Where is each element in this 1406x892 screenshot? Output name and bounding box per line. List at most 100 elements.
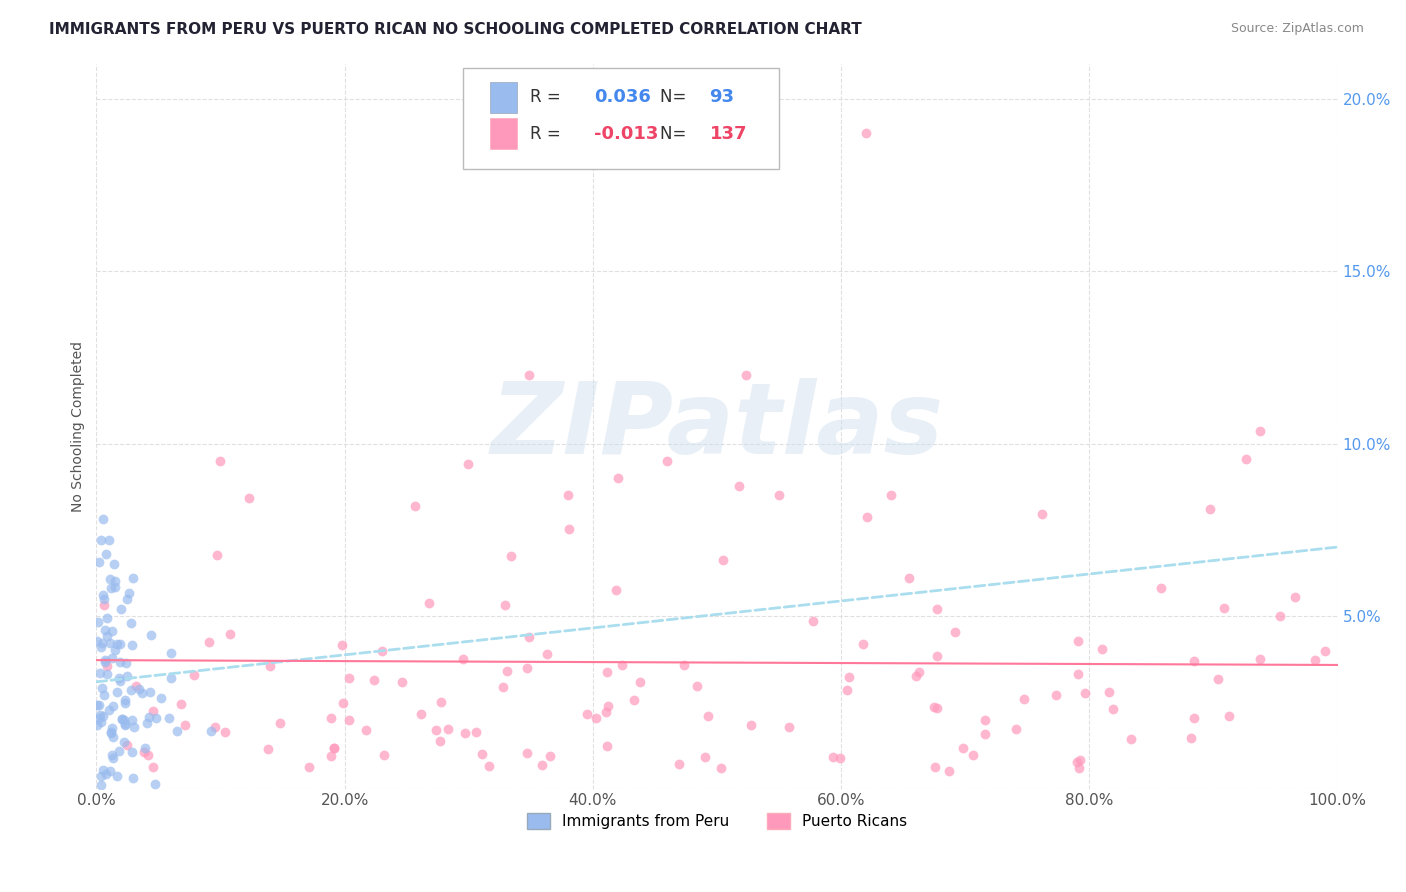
Point [121, 713, 143, 727]
Point [321, 711, 343, 725]
Point [121, 745, 143, 759]
Point [160, 671, 183, 685]
Point [101, 651, 124, 665]
Point [89, 707, 111, 722]
Point [855, 126, 877, 140]
Point [1182, 711, 1205, 725]
Point [256, 742, 278, 756]
Point [855, 510, 877, 524]
Text: Source: ZipAtlas.com: Source: ZipAtlas.com [1230, 22, 1364, 36]
Point [90, 769, 112, 783]
Point [105, 769, 128, 783]
Point [337, 713, 360, 727]
Point [214, 725, 236, 739]
Point [696, 709, 718, 723]
Point [100, 764, 122, 778]
Point [740, 718, 762, 732]
Point [110, 674, 132, 689]
Point [371, 644, 394, 658]
Point [337, 671, 360, 685]
Point [91, 709, 114, 723]
Point [943, 624, 966, 639]
Point [205, 549, 228, 563]
Point [105, 637, 128, 651]
Point [323, 740, 346, 755]
Point [612, 658, 634, 673]
Point [91, 681, 114, 695]
Point [323, 740, 346, 755]
Point [373, 747, 395, 762]
Point [112, 735, 135, 749]
Point [89, 665, 111, 680]
Point [623, 693, 645, 707]
Point [1236, 452, 1258, 467]
Point [108, 656, 131, 670]
Point [1119, 732, 1142, 747]
Point [90, 636, 112, 650]
Point [97, 533, 120, 548]
Point [332, 697, 354, 711]
Point [91, 512, 114, 526]
Point [96, 547, 118, 561]
Point [657, 454, 679, 468]
Point [259, 659, 281, 673]
Point [142, 704, 165, 718]
Point [96, 629, 118, 643]
Point [122, 571, 145, 585]
Point [494, 599, 516, 613]
Point [1102, 702, 1125, 716]
Point [86, 718, 108, 732]
Point [429, 734, 451, 748]
Point [128, 681, 150, 696]
Point [1045, 688, 1067, 702]
Point [134, 745, 156, 759]
Point [768, 488, 790, 502]
Point [94, 655, 117, 669]
Point [115, 669, 138, 683]
Point [100, 582, 122, 596]
Point [852, 637, 875, 651]
Point [91, 589, 114, 603]
Point [94, 767, 117, 781]
Point [1249, 424, 1271, 438]
Point [451, 652, 474, 666]
Point [478, 759, 501, 773]
Point [90, 640, 112, 654]
Point [1091, 642, 1114, 657]
Point [437, 722, 460, 736]
Point [108, 672, 131, 686]
Point [103, 558, 125, 572]
Point [1066, 755, 1088, 769]
Point [114, 717, 136, 731]
Point [1067, 761, 1090, 775]
Point [96, 611, 118, 625]
Point [160, 646, 183, 660]
Point [530, 758, 553, 772]
Point [517, 368, 540, 382]
Point [101, 624, 124, 638]
Point [495, 664, 517, 678]
FancyBboxPatch shape [489, 82, 517, 112]
Point [465, 724, 488, 739]
Point [139, 685, 162, 699]
Point [141, 628, 163, 642]
Point [898, 571, 921, 585]
Text: 93: 93 [710, 88, 734, 106]
Point [557, 488, 579, 502]
Point [104, 643, 127, 657]
Text: ZIPatlas: ZIPatlas [491, 378, 943, 475]
Point [924, 760, 946, 774]
Point [138, 710, 160, 724]
Point [330, 638, 353, 652]
Point [1098, 685, 1121, 699]
Text: 0.036: 0.036 [595, 88, 651, 106]
Point [134, 740, 156, 755]
Point [1180, 731, 1202, 745]
Point [516, 661, 538, 675]
Point [87, 698, 110, 712]
Text: N=: N= [659, 88, 692, 106]
Point [418, 596, 440, 610]
Point [118, 585, 141, 599]
Point [94, 652, 117, 666]
Point [96, 659, 118, 673]
